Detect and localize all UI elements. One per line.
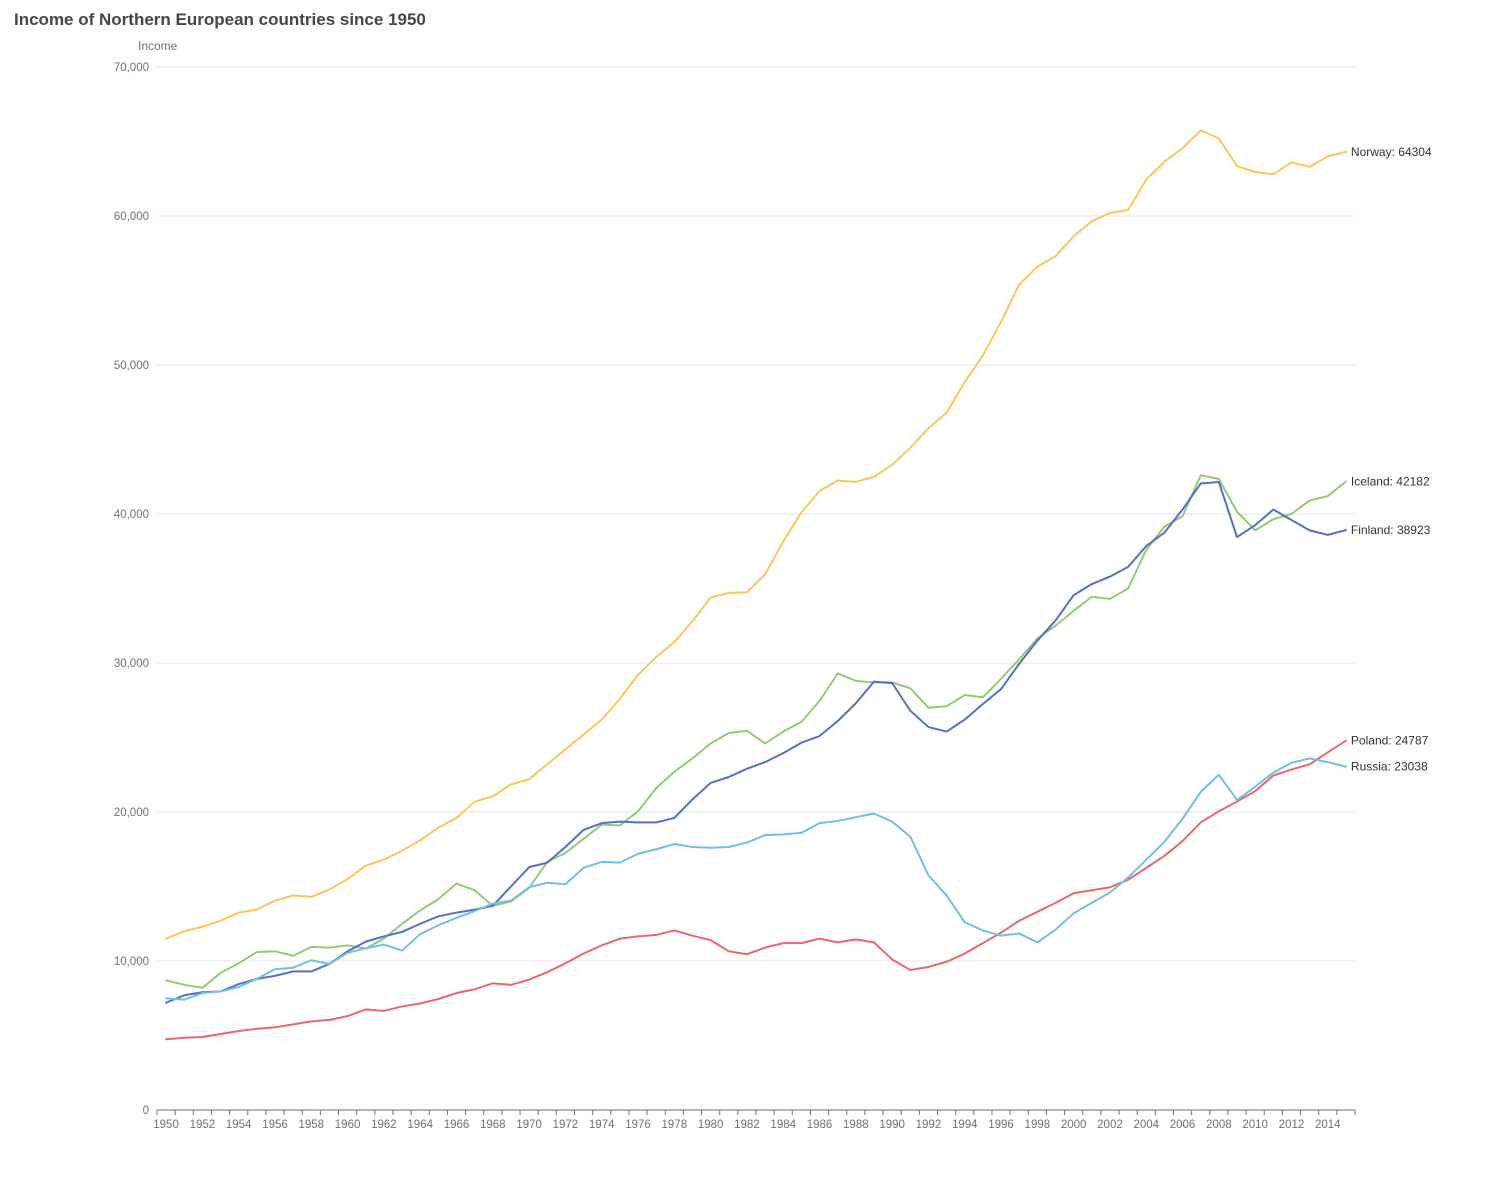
x-tick-label: 1980 <box>698 1119 724 1131</box>
end-label-poland: Poland: 24787 <box>1351 734 1429 748</box>
x-tick-label: 1960 <box>335 1119 361 1131</box>
x-tick-label: 1956 <box>262 1119 288 1131</box>
x-tick-label: 1998 <box>1025 1119 1051 1131</box>
series-line-finland <box>165 480 1347 1004</box>
series-lines <box>165 129 1347 1041</box>
x-tick-label: 1962 <box>371 1119 397 1131</box>
x-tick-label: 1988 <box>843 1119 869 1131</box>
x-tick-label: 2012 <box>1279 1119 1305 1131</box>
x-tick-label: 2000 <box>1061 1119 1087 1131</box>
y-tick-label: 60,000 <box>114 211 149 223</box>
y-tick-label: 50,000 <box>114 360 149 372</box>
x-tick-label: 2008 <box>1206 1119 1232 1131</box>
x-tick-label: 1976 <box>625 1119 651 1131</box>
x-tick-label: 1958 <box>298 1119 324 1131</box>
x-tick-label: 1986 <box>807 1119 833 1131</box>
x-tick-label: 1996 <box>988 1119 1014 1131</box>
series-end-labels: Norway: 64304 Iceland: 42182 Finland: 3892… <box>1351 145 1432 774</box>
end-label-finland: Finland: 38923 <box>1351 523 1431 537</box>
grid-lines <box>157 66 1355 962</box>
y-axis: 0 10,000 20,000 30,000 40,000 50,000 60,000 70,… <box>114 62 149 1117</box>
x-tick-label: 1982 <box>734 1119 760 1131</box>
y-tick-label: 0 <box>143 1105 149 1117</box>
y-axis-title: Income <box>138 39 178 53</box>
end-label-norway: Norway: 64304 <box>1351 145 1432 159</box>
x-tick-label: 1992 <box>916 1119 942 1131</box>
x-tick-label: 2004 <box>1133 1119 1159 1131</box>
x-tick-label: 2006 <box>1170 1119 1196 1131</box>
y-tick-label: 30,000 <box>114 658 149 670</box>
x-tick-label: 1952 <box>190 1119 216 1131</box>
series-line-russia <box>165 757 1347 1001</box>
series-line-iceland <box>165 474 1347 989</box>
series-line-norway <box>165 129 1347 940</box>
x-tick-label: 1972 <box>553 1119 579 1131</box>
x-tick-label: 1968 <box>480 1119 506 1131</box>
end-label-russia: Russia: 23038 <box>1351 760 1428 774</box>
series-line-poland <box>165 739 1347 1041</box>
chart-title: Income of Northern European countries si… <box>14 10 426 29</box>
x-tick-label: 1994 <box>952 1119 978 1131</box>
x-tick-label: 1984 <box>770 1119 796 1131</box>
x-axis: 1950 1952 1954 1956 1958 1960 1962 1964 1966 1968… <box>153 1109 1356 1131</box>
x-tick-label: 1970 <box>516 1119 542 1131</box>
x-tick-label: 2002 <box>1097 1119 1123 1131</box>
x-tick-label: 1954 <box>226 1119 252 1131</box>
y-tick-label: 10,000 <box>114 956 149 968</box>
x-tick-label: 2014 <box>1315 1119 1341 1131</box>
y-tick-label: 70,000 <box>114 62 149 74</box>
x-tick-label: 2010 <box>1242 1119 1268 1131</box>
x-tick-label: 1950 <box>153 1119 179 1131</box>
x-tick-label: 1964 <box>407 1119 433 1131</box>
y-tick-label: 40,000 <box>114 509 149 521</box>
x-tick-label: 1966 <box>444 1119 470 1131</box>
x-tick-label: 1978 <box>662 1119 688 1131</box>
end-label-iceland: Iceland: 42182 <box>1351 474 1430 488</box>
x-tick-label: 1974 <box>589 1119 615 1131</box>
y-tick-label: 20,000 <box>114 807 149 819</box>
x-tick-label: 1990 <box>879 1119 905 1131</box>
